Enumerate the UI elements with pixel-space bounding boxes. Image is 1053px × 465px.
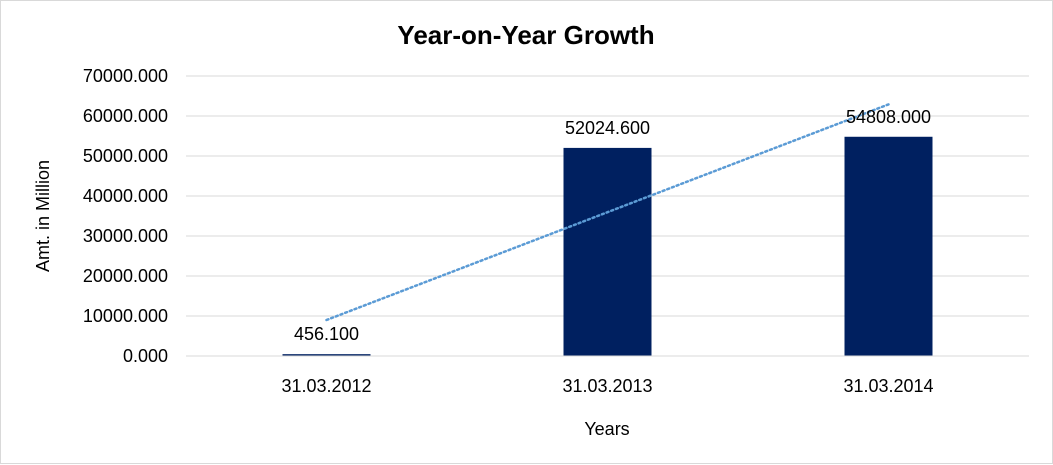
bars [282, 136, 933, 356]
bar [282, 354, 371, 356]
x-tick-label: 31.03.2012 [281, 376, 371, 396]
y-tick-label: 70000.000 [83, 66, 168, 86]
chart-title: Year-on-Year Growth [397, 20, 654, 50]
bar-data-label: 52024.600 [565, 118, 650, 138]
x-axis-ticks: 31.03.2012 31.03.2013 31.03.2014 [281, 376, 933, 396]
y-tick-label: 30000.000 [83, 226, 168, 246]
y-axis-title: Amt. in Million [33, 160, 53, 272]
trendline-line [325, 103, 890, 322]
bar [563, 147, 652, 356]
x-tick-label: 31.03.2013 [562, 376, 652, 396]
bar [844, 136, 933, 356]
x-axis-title: Years [584, 419, 629, 439]
y-tick-label: 40000.000 [83, 186, 168, 206]
y-tick-label: 0.000 [123, 346, 168, 366]
y-tick-label: 60000.000 [83, 106, 168, 126]
bar-data-label: 54808.000 [846, 107, 931, 127]
y-tick-label: 50000.000 [83, 146, 168, 166]
y-tick-label: 10000.000 [83, 306, 168, 326]
y-tick-label: 20000.000 [83, 266, 168, 286]
y-axis-ticks: 0.000 10000.000 20000.000 30000.000 40000.00… [83, 66, 168, 366]
bar-data-label: 456.100 [294, 324, 359, 344]
trendline [325, 103, 890, 322]
x-tick-label: 31.03.2014 [843, 376, 933, 396]
data-labels: 456.100 52024.600 54808.000 [294, 107, 931, 344]
